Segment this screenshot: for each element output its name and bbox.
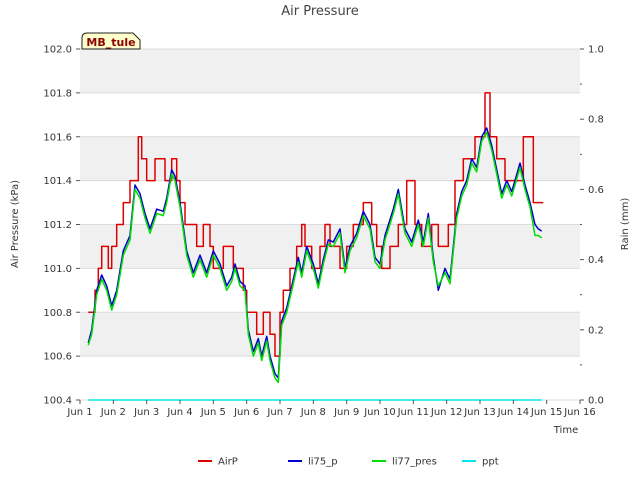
x-tick-label: Jun 11 [397, 407, 430, 418]
x-tick-label: Jun 8 [300, 407, 326, 418]
plot-band [80, 180, 580, 225]
plot-band [80, 312, 580, 357]
y2-tick-label: 0.6 [588, 185, 604, 196]
y-tick-label: 100.8 [43, 308, 72, 319]
y-tick-label: 101.8 [43, 88, 72, 99]
x-tick-label: Jun 9 [333, 407, 359, 418]
x-tick-label: Jun 2 [100, 407, 126, 418]
x-tick-label: Jun 15 [530, 407, 563, 418]
y-axis-ticks: 100.4 100.6 100.8 101.0 101.2 101.4 101.6 101.8… [43, 45, 80, 407]
series-line-li77-pres [87, 131, 543, 384]
legend-label-li75-p: li75_p [308, 457, 338, 468]
y-tick-label: 102.0 [43, 45, 72, 56]
y-tick-label: 100.4 [43, 396, 72, 407]
legend-label-ppt: ppt [482, 457, 499, 468]
x-tick-label: Jun 3 [133, 407, 159, 418]
y-tick-label: 101.0 [43, 264, 72, 275]
plot-band [80, 356, 580, 400]
station-tag-label: MB_tule [86, 36, 135, 49]
x-tick-label: Jun 12 [430, 407, 463, 418]
x-axis-ticks: Jun 1 Jun 2 Jun 3 Jun 4 Jun 5 Jun 6 Jun 7 Jun 8… [66, 400, 596, 418]
x-axis-label: Time [553, 425, 578, 436]
y2-axis-label: Rain (mm) [620, 198, 631, 251]
x-tick-label: Jun 10 [363, 407, 396, 418]
legend-label-airp: AirP [218, 457, 238, 468]
y-axis-label: Air Pressure (kPa) [10, 180, 21, 268]
station-tag-box [81, 32, 141, 50]
plot-band [80, 49, 580, 93]
y-tick-label: 101.6 [43, 132, 72, 143]
legend: AirP li75_p li77_pres ppt [198, 457, 499, 468]
y2-tick-label: 0.8 [588, 115, 604, 126]
y-tick-label: 101.2 [43, 220, 72, 231]
plot-band [80, 92, 580, 137]
station-tag: MB_tule [81, 32, 141, 50]
x-tick-label: Jun 16 [563, 407, 596, 418]
x-tick-label: Jun 6 [233, 407, 259, 418]
series-line-airp [88, 92, 544, 357]
x-tick-label: Jun 7 [266, 407, 292, 418]
x-tick-label: Jun 4 [166, 407, 192, 418]
y2-tick-label: 0.0 [588, 396, 604, 407]
legend-label-li77-pres: li77_pres [392, 457, 437, 468]
y-tick-label: 101.4 [43, 176, 72, 187]
y2-tick-label: 0.2 [588, 325, 604, 336]
x-tick-label: Jun 13 [463, 407, 496, 418]
y2-tick-label: 1.0 [588, 45, 604, 56]
x-tick-label: Jun 5 [200, 407, 226, 418]
x-tick-label: Jun 14 [497, 407, 530, 418]
series-layer [87, 92, 544, 401]
chart-title: Air Pressure [281, 4, 359, 19]
y-tick-label: 100.6 [43, 352, 72, 363]
y2-axis-ticks: 0.0 0.2 0.4 0.6 0.8 1.0 [580, 45, 604, 407]
series-line-li75-p [87, 127, 543, 379]
plot-band [80, 268, 580, 313]
y2-tick-label: 0.4 [588, 255, 604, 266]
x-tick-label: Jun 1 [66, 407, 92, 418]
